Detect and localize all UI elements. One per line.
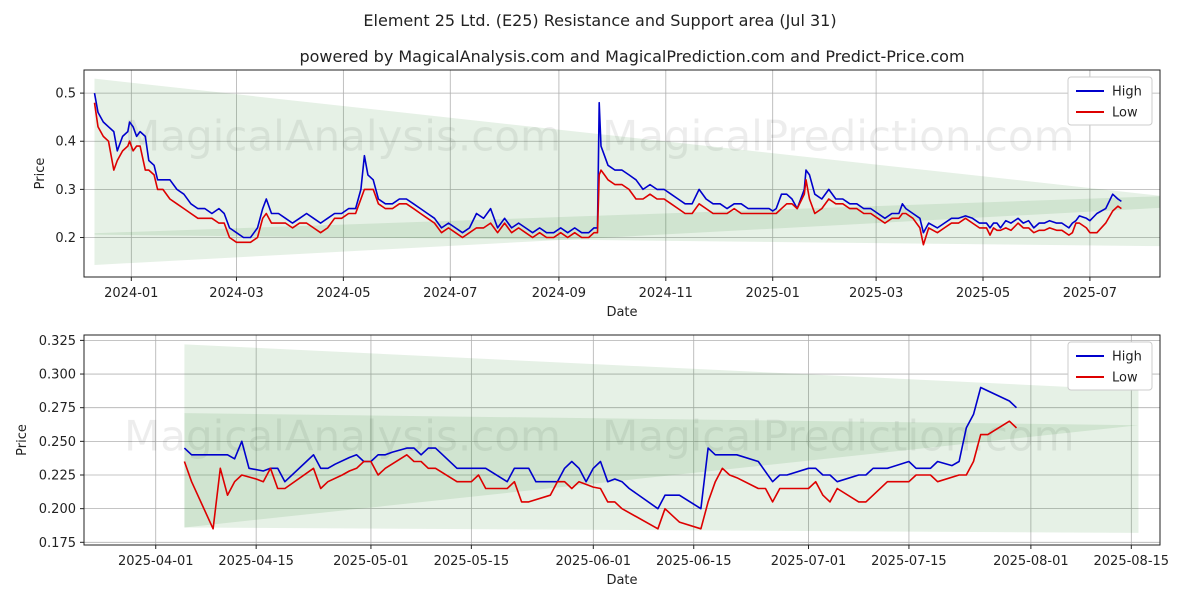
legend-label-low: Low [1112,106,1138,121]
y-tick-label: 0.250 [39,435,76,450]
plot-area: MagicalAnalysis.com MagicalPrediction.com [93,78,1160,265]
y-tick-label: 0.2 [55,231,76,246]
legend: High Low [1067,341,1153,391]
y-tick-label: 0.225 [39,469,76,484]
watermark: MagicalAnalysis.com [124,112,561,161]
plot-2: MagicalAnalysis.com MagicalPrediction.com… [15,334,1169,588]
watermark: MagicalAnalysis.com [124,412,561,461]
x-tick-label: 2025-07-15 [871,554,947,569]
watermark: MagicalPrediction.com [602,112,1075,161]
x-tick-label: 2025-05 [956,286,1010,301]
x-tick-label: 2024-09 [532,286,586,301]
x-tick-label: 2025-06-01 [556,554,632,569]
support-zone-band [184,413,1139,533]
chart-subtitle: powered by MagicalAnalysis.com and Magic… [299,47,964,66]
x-tick-label: 2024-11 [639,286,693,301]
gridlines [84,70,1160,277]
x-tick-label: 2024-03 [209,286,263,301]
y-tick-label: 0.200 [39,502,76,517]
x-tick-label: 2025-08-01 [993,554,1069,569]
support-zone-band [94,196,1160,247]
y-axis-label: Price [33,158,48,190]
x-tick-label: 2025-01 [746,286,800,301]
watermark: MagicalPrediction.com [602,412,1075,461]
y-tick-label: 0.275 [39,401,76,416]
y-tick-label: 0.300 [39,368,76,383]
x-tick-label: 2025-07 [1063,286,1117,301]
legend-label-high: High [1112,350,1142,365]
x-tick-label: 2024-07 [423,286,477,301]
series-line-high [93,92,1122,239]
series-line-low [183,420,1018,530]
x-tick-label: 2025-06-15 [656,554,732,569]
legend-label-high: High [1112,85,1142,100]
y-tick-label: 0.4 [55,135,76,150]
legend: High Low [1067,76,1153,126]
x-tick-label: 2025-03 [849,286,903,301]
x-tick-label: 2025-08-15 [1094,554,1170,569]
y-tick-label: 0.5 [55,87,76,102]
x-axis-label: Date [606,573,637,588]
x-tick-label: 2025-04-01 [118,554,194,569]
y-axis-label: Price [15,424,30,456]
y-tick-label: 0.325 [39,334,76,349]
y-tick-label: 0.3 [55,183,76,198]
resistance-zone-band [184,344,1139,528]
legend-label-low: Low [1112,371,1138,386]
chart-title: Element 25 Ltd. (E25) Resistance and Sup… [363,11,836,30]
x-tick-label: 2024-05 [316,286,370,301]
plot-area: MagicalAnalysis.com MagicalPrediction.com [124,344,1139,533]
plot-1: MagicalAnalysis.com MagicalPrediction.com… [33,69,1161,320]
x-tick-label: 2025-04-15 [218,554,294,569]
plot-frame [83,69,1161,278]
y-tick-label: 0.175 [39,536,76,551]
x-tick-label: 2025-05-15 [434,554,510,569]
series-line-high [183,386,1018,510]
x-tick-label: 2025-05-01 [333,554,409,569]
x-tick-label: 2024-01 [104,286,158,301]
x-tick-label: 2025-07-01 [771,554,847,569]
gridlines [84,335,1160,545]
series-line-low [93,102,1122,246]
x-axis-label: Date [606,305,637,320]
plot-frame [83,334,1161,546]
